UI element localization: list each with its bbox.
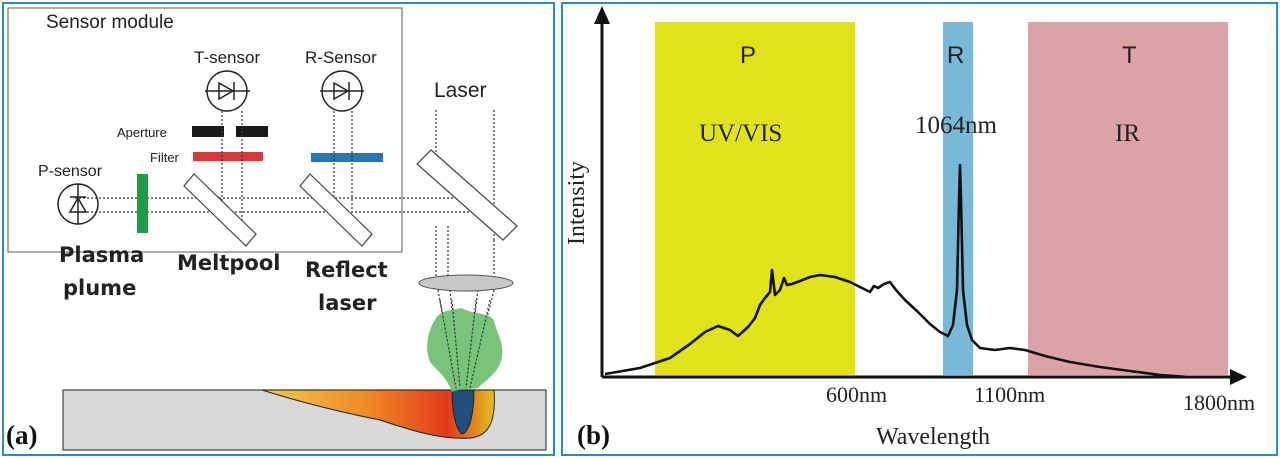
band-t-letter: T	[1122, 42, 1137, 69]
t-sensor-label: T-sensor	[194, 48, 260, 67]
reflect-label-line1: Reflect	[305, 258, 388, 282]
keyhole	[451, 389, 475, 435]
aperture-label: Aperture	[117, 125, 167, 140]
sensor-module-title: Sensor module	[46, 12, 174, 33]
band-t	[1028, 22, 1228, 375]
beam-splitter-reflect	[299, 173, 373, 247]
r-sensor-label: R-Sensor	[305, 48, 377, 67]
t-sensor-diode-icon	[205, 70, 250, 112]
x-tick-1100: 1100nm	[974, 382, 1045, 407]
band-t-label: IR	[1115, 120, 1140, 147]
filter-label: Filter	[150, 150, 180, 165]
aperture-left	[192, 126, 224, 137]
x-axis-label: Wavelength	[876, 424, 990, 450]
peak-label: 1064nm	[915, 112, 998, 139]
p-sensor-diode-icon	[57, 183, 99, 225]
plasma-label-line1: Plasma	[59, 243, 144, 267]
laser-label: Laser	[434, 79, 487, 102]
panel-b-border	[561, 2, 1278, 456]
band-p	[655, 22, 855, 375]
reflect-label-line2: laser	[318, 291, 377, 315]
meltpool-label: Meltpool	[177, 251, 280, 275]
r-sensor-diode-icon	[320, 70, 364, 112]
panel-b-label: (b)	[577, 420, 610, 450]
r-filter-blue	[311, 153, 383, 162]
band-r-letter: R	[947, 42, 964, 69]
beam-splitter-meltpool	[183, 173, 257, 247]
laser-mirror	[416, 149, 518, 241]
p-filter-green	[137, 174, 148, 233]
sensor-module-box	[7, 7, 403, 253]
x-axis-arrow	[1230, 369, 1247, 385]
aperture-right	[236, 126, 268, 137]
panel-a-border	[2, 2, 555, 456]
panel-a-label: (a)	[6, 420, 37, 450]
plasma-label-line2: plume	[63, 276, 136, 300]
focusing-lens	[418, 274, 514, 292]
x-tick-1800: 1800nm	[1183, 390, 1255, 415]
y-axis-label: Intensity	[564, 161, 590, 245]
band-p-letter: P	[740, 42, 756, 69]
p-sensor-label: P-sensor	[38, 163, 103, 180]
melt-pool	[261, 389, 495, 439]
spectrum-curve	[604, 163, 1191, 379]
t-filter-red	[193, 152, 263, 161]
y-axis-arrow	[594, 6, 610, 24]
band-p-label: UV/VIS	[699, 120, 782, 147]
plume-beams	[439, 299, 491, 389]
x-tick-600: 600nm	[826, 382, 887, 407]
